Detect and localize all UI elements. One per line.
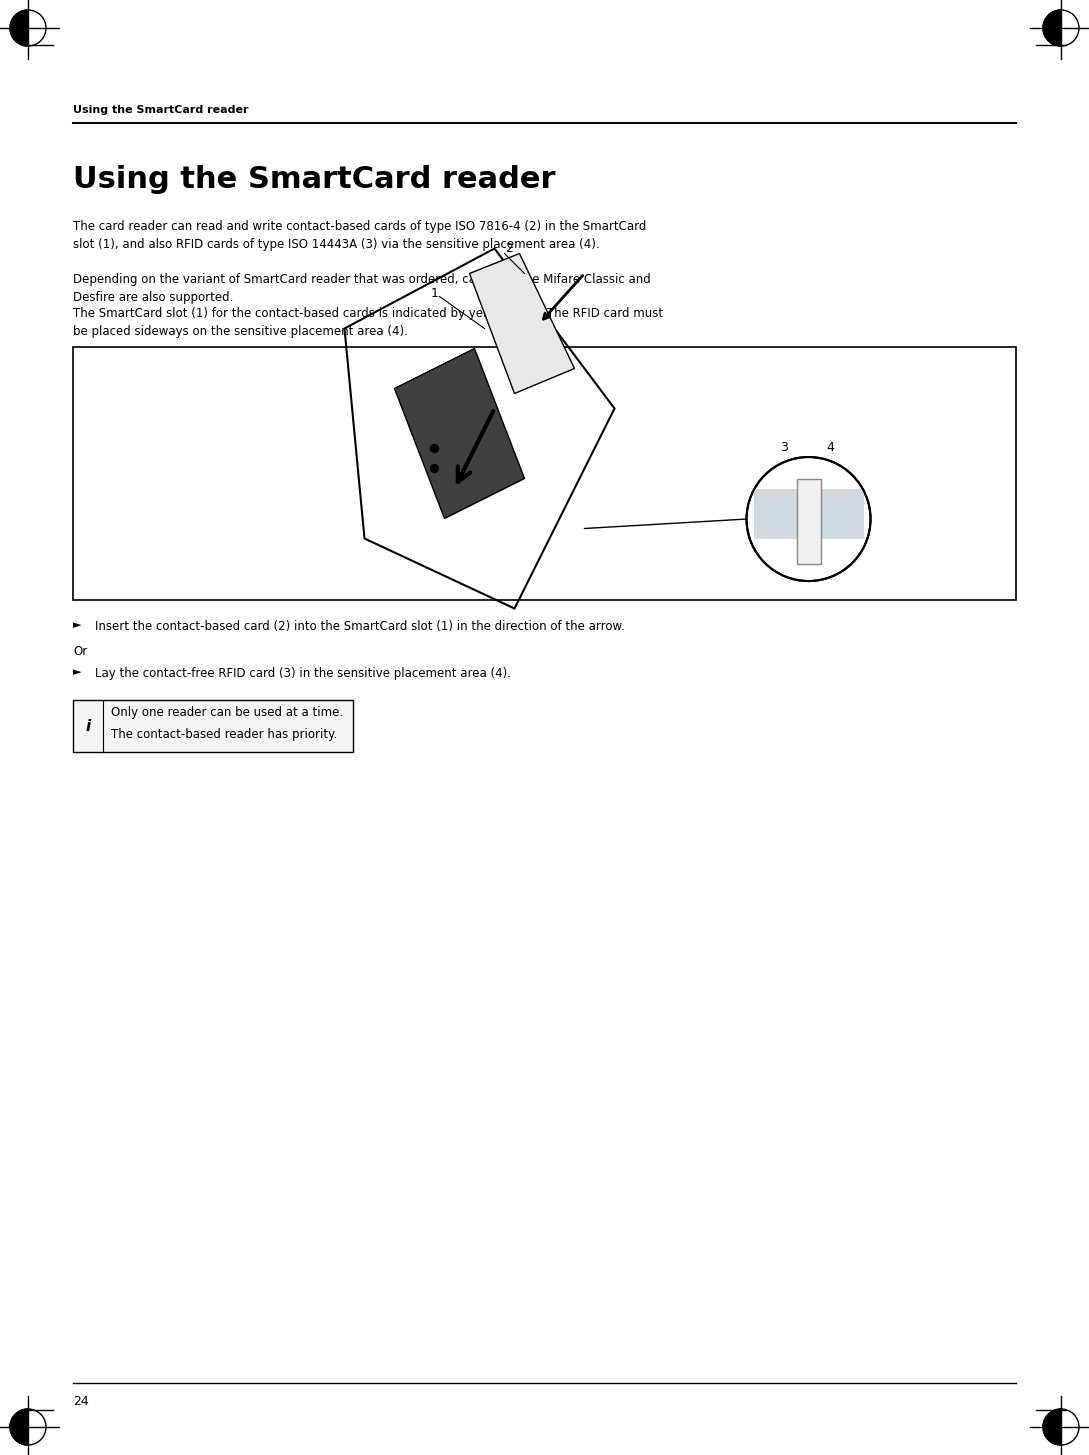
Text: i: i bbox=[85, 719, 90, 733]
Text: The SmartCard slot (1) for the contact-based cards is indicated by yellow LEDs. : The SmartCard slot (1) for the contact-b… bbox=[73, 307, 663, 338]
FancyBboxPatch shape bbox=[73, 346, 1016, 599]
Polygon shape bbox=[469, 253, 575, 393]
Polygon shape bbox=[10, 10, 28, 47]
Polygon shape bbox=[796, 479, 820, 565]
Text: ►: ► bbox=[73, 620, 82, 630]
Text: Only one reader can be used at a time.: Only one reader can be used at a time. bbox=[111, 706, 343, 719]
Text: The contact-based reader has priority.: The contact-based reader has priority. bbox=[111, 728, 338, 741]
Text: 2: 2 bbox=[505, 242, 513, 255]
Text: 1: 1 bbox=[430, 287, 439, 300]
Polygon shape bbox=[394, 349, 525, 518]
Text: Using the SmartCard reader: Using the SmartCard reader bbox=[73, 105, 248, 115]
Text: Using the SmartCard reader: Using the SmartCard reader bbox=[73, 164, 555, 194]
Circle shape bbox=[430, 464, 439, 473]
Polygon shape bbox=[10, 1408, 28, 1445]
Text: 24: 24 bbox=[73, 1395, 88, 1408]
Text: ►: ► bbox=[73, 666, 82, 677]
Circle shape bbox=[747, 457, 870, 581]
Text: 3: 3 bbox=[780, 441, 787, 454]
FancyBboxPatch shape bbox=[73, 700, 353, 752]
Text: Insert the contact-based card (2) into the SmartCard slot (1) in the direction o: Insert the contact-based card (2) into t… bbox=[95, 620, 625, 633]
Text: The card reader can read and write contact-based cards of type ISO 7816-4 (2) in: The card reader can read and write conta… bbox=[73, 220, 647, 252]
Circle shape bbox=[430, 444, 439, 453]
Polygon shape bbox=[1043, 10, 1061, 47]
Text: Depending on the variant of SmartCard reader that was ordered, cards of type Mif: Depending on the variant of SmartCard re… bbox=[73, 274, 651, 304]
Polygon shape bbox=[1043, 1408, 1061, 1445]
Text: 4: 4 bbox=[827, 441, 834, 454]
Text: Lay the contact-free RFID card (3) in the sensitive placement area (4).: Lay the contact-free RFID card (3) in th… bbox=[95, 666, 511, 679]
Polygon shape bbox=[754, 489, 864, 538]
Text: Or: Or bbox=[73, 645, 87, 658]
